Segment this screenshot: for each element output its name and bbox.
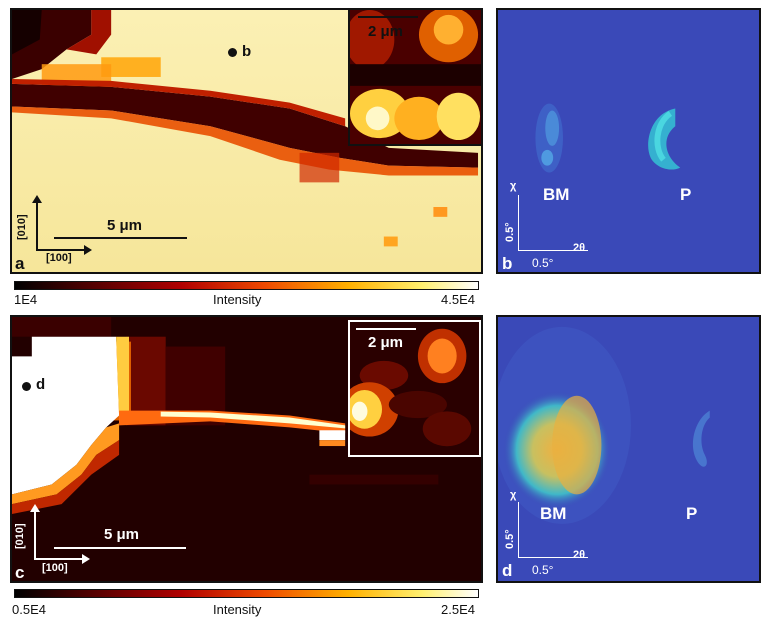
two-theta-label-b: 2θ [573, 242, 586, 254]
inset-zoom-c: 2 μm [348, 320, 481, 457]
scale-bar-c [54, 547, 186, 549]
inset-scale-bar-c [356, 328, 416, 330]
diffraction-pattern-d: BM P χ 2θ 0.5° 0.5° d [496, 315, 761, 583]
label-p-d: P [686, 504, 698, 523]
inset-scale-bar-a [358, 16, 418, 18]
label-bm-b: BM [543, 185, 570, 204]
scale-h-label-b: 0.5° [532, 256, 554, 270]
axis-y-label-c: [010] [14, 523, 26, 549]
inset-zoom-a: 2 μm [348, 10, 481, 146]
inset-image-c [350, 322, 479, 455]
colorbar-bottom [14, 589, 479, 598]
detector-image-d [498, 317, 759, 581]
scale-v-label-b: 0.5° [504, 222, 516, 242]
colorbar-bottom-title: Intensity [213, 602, 262, 617]
axis-x-line-a [36, 249, 86, 251]
label-bm-d: BM [540, 504, 567, 523]
scale-label-c: 5 μm [104, 526, 140, 543]
scale-h-label-d: 0.5° [532, 563, 554, 577]
axis-x-line-c [34, 558, 84, 560]
axis-y-arrow-a [32, 195, 42, 203]
intensity-map-c: 2 μm d 5 μm [010] [100] c [10, 315, 483, 583]
two-theta-axis-line-b [518, 250, 588, 251]
chi-axis-line-d [518, 502, 519, 557]
colorbar-top-max: 4.5E4 [441, 292, 475, 307]
point-marker-b [228, 48, 237, 57]
scale-label-a: 5 μm [107, 217, 143, 234]
panel-letter-c: c [15, 563, 25, 582]
detector-image-b [498, 10, 759, 272]
axis-y-line-c [34, 509, 36, 559]
axis-x-arrow-c [82, 554, 90, 564]
chi-label-d: χ [510, 489, 517, 501]
panel-letter-b: b [502, 254, 513, 273]
colorbar-bottom-max: 2.5E4 [441, 602, 475, 617]
colorbar-top [14, 281, 479, 290]
two-theta-label-d: 2θ [573, 549, 586, 561]
colorbar-top-min: 1E4 [14, 292, 38, 307]
inset-scale-label-a: 2 μm [368, 23, 404, 40]
colorbar-top-title: Intensity [213, 292, 262, 307]
chi-label-b: χ [510, 180, 517, 192]
scale-v-label-d: 0.5° [504, 529, 516, 549]
axis-y-label-a: [010] [16, 214, 28, 240]
label-p-b: P [680, 185, 692, 204]
axis-y-arrow-c [30, 504, 40, 512]
panel-letter-d: d [502, 561, 513, 580]
chi-axis-line-b [518, 195, 519, 250]
scale-bar-a [54, 237, 187, 239]
inset-image-a [350, 10, 481, 144]
axis-x-label-a: [100] [46, 252, 72, 264]
two-theta-axis-line-d [518, 557, 588, 558]
axis-y-line-a [36, 200, 38, 250]
diffraction-pattern-b: BM P χ 2θ 0.5° 0.5° b [496, 8, 761, 274]
axis-x-label-c: [100] [42, 562, 68, 574]
point-label-b: b [242, 43, 252, 60]
axis-x-arrow-a [84, 245, 92, 255]
panel-letter-a: a [15, 254, 25, 273]
colorbar-bottom-min: 0.5E4 [12, 602, 46, 617]
inset-scale-label-c: 2 μm [368, 334, 404, 351]
intensity-map-a: 2 μm b 5 μm [010] [100] a [10, 8, 483, 274]
point-label-d: d [36, 376, 46, 393]
point-marker-d [22, 382, 31, 391]
